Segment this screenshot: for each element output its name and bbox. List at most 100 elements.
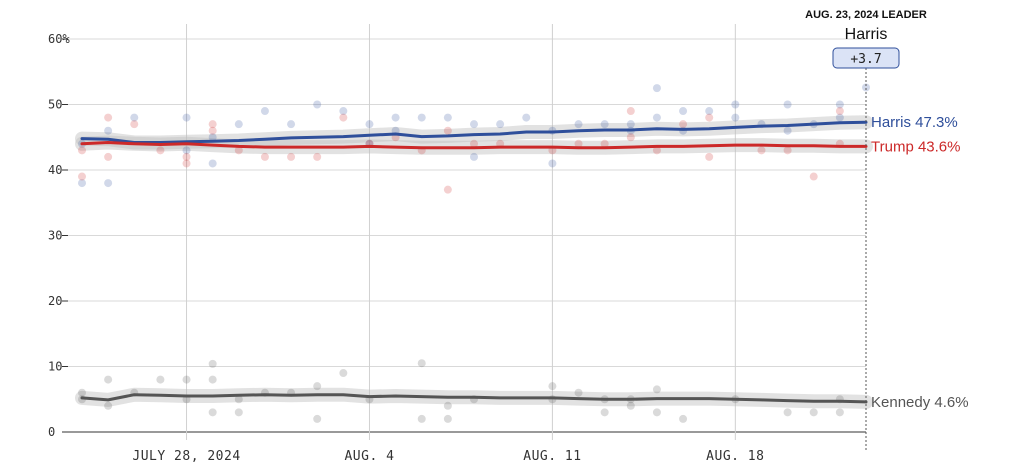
poll-dot-kennedy bbox=[417, 359, 426, 368]
poll-dot-trump bbox=[208, 120, 217, 129]
poll-dot-kennedy bbox=[234, 408, 243, 417]
poll-dot-trump bbox=[234, 146, 243, 155]
poll-dot-trump bbox=[652, 146, 661, 155]
poll-dot-trump bbox=[600, 139, 609, 148]
y-tick-label: 10 bbox=[48, 360, 62, 374]
poll-dot-trump bbox=[626, 133, 635, 142]
poll-dot-trump bbox=[339, 113, 348, 122]
poll-dot-trump bbox=[809, 172, 818, 181]
poll-dot-harris bbox=[104, 126, 113, 135]
grid bbox=[62, 24, 866, 440]
poll-dot-trump bbox=[470, 139, 478, 148]
poll-dot-harris bbox=[783, 100, 792, 109]
poll-dot-trump bbox=[287, 152, 296, 161]
poll-dot-kennedy bbox=[600, 408, 609, 417]
average-line-kennedy bbox=[80, 393, 868, 404]
poll-dot-trump bbox=[705, 152, 714, 161]
poll-dot-trump bbox=[156, 146, 165, 155]
poll-dot-kennedy bbox=[156, 375, 165, 384]
poll-dot-harris bbox=[208, 159, 217, 168]
poll-dot-harris bbox=[626, 120, 635, 129]
poll-dot-harris bbox=[652, 84, 661, 93]
poll-dot-trump bbox=[705, 113, 714, 122]
poll-dot-harris bbox=[522, 113, 531, 122]
end-label-harris: Harris 47.3% bbox=[871, 114, 958, 131]
uncertainty-bands bbox=[75, 115, 873, 409]
average-line-harris bbox=[80, 120, 868, 144]
y-tick-label: 20 bbox=[48, 294, 62, 308]
poll-dot-kennedy bbox=[626, 401, 635, 410]
poll-dot-harris bbox=[287, 120, 296, 129]
poll-dot-trump bbox=[182, 152, 191, 161]
poll-dot-harris bbox=[652, 113, 661, 122]
poll-dot-harris bbox=[130, 113, 139, 122]
poll-dot-kennedy bbox=[574, 388, 583, 397]
poll-dot-harris bbox=[78, 179, 86, 188]
y-tick-label: 30 bbox=[48, 229, 62, 243]
poll-dot-kennedy bbox=[679, 414, 688, 423]
y-axis: 0 10 20 30 40 50 60% bbox=[48, 32, 70, 439]
average-line-trump bbox=[80, 141, 868, 150]
poll-dot-kennedy bbox=[417, 414, 426, 423]
poll-dot-kennedy bbox=[313, 382, 322, 391]
poll-dot-harris bbox=[260, 107, 269, 116]
y-tick-label: 50 bbox=[48, 98, 62, 112]
poll-dot-kennedy bbox=[835, 408, 844, 417]
poll-dot-harris bbox=[731, 113, 740, 122]
poll-dot-harris bbox=[835, 113, 844, 122]
poll-dot-kennedy bbox=[548, 382, 557, 391]
poll-dot-harris bbox=[470, 120, 478, 129]
poll-dot-kennedy bbox=[339, 369, 348, 378]
poll-dot-harris bbox=[679, 107, 688, 116]
poll-dots bbox=[78, 83, 870, 423]
poll-dot-kennedy bbox=[208, 375, 217, 384]
poll-dot-trump bbox=[783, 146, 792, 155]
poll-dot-trump bbox=[574, 139, 583, 148]
poll-dot-trump bbox=[679, 120, 688, 129]
poll-dot-trump bbox=[78, 172, 86, 181]
average-lines bbox=[80, 120, 868, 404]
poll-dot-kennedy bbox=[182, 375, 191, 384]
end-label-trump: Trump 43.6% bbox=[871, 138, 960, 155]
poll-dot-trump bbox=[626, 107, 635, 116]
poll-dot-kennedy bbox=[652, 408, 661, 417]
poll-dot-harris bbox=[862, 83, 870, 92]
leader-annotation: AUG. 23, 2024 LEADER Harris +3.7 bbox=[805, 9, 927, 450]
poll-dot-kennedy bbox=[313, 414, 322, 423]
poll-dot-harris bbox=[104, 179, 113, 188]
y-tick-label: 60% bbox=[48, 32, 70, 46]
x-tick-label: AUG. 4 bbox=[344, 449, 394, 464]
poll-dot-kennedy bbox=[783, 408, 792, 417]
poll-dot-trump bbox=[104, 152, 113, 161]
poll-dot-trump bbox=[208, 126, 217, 135]
poll-dot-harris bbox=[182, 146, 191, 155]
poll-dot-kennedy bbox=[443, 414, 452, 423]
leader-name: Harris bbox=[845, 26, 888, 43]
poll-dot-harris bbox=[234, 120, 243, 129]
poll-dot-trump bbox=[313, 152, 322, 161]
poll-dot-harris bbox=[313, 100, 322, 109]
series-end-labels: Harris 47.3% Trump 43.6% Kennedy 4.6% bbox=[871, 114, 969, 411]
poll-dot-harris bbox=[731, 100, 740, 109]
poll-dot-kennedy bbox=[443, 401, 452, 410]
y-tick-label: 0 bbox=[48, 425, 55, 439]
x-tick-label: AUG. 11 bbox=[523, 449, 581, 464]
poll-dot-kennedy bbox=[208, 408, 217, 417]
poll-dot-harris bbox=[835, 100, 844, 109]
poll-dot-kennedy bbox=[234, 395, 243, 404]
poll-dot-trump bbox=[260, 152, 269, 161]
poll-dot-harris bbox=[208, 133, 217, 142]
y-tick-label: 40 bbox=[48, 163, 62, 177]
poll-dot-kennedy bbox=[104, 401, 113, 410]
poll-dot-harris bbox=[339, 107, 348, 116]
poll-dot-harris bbox=[783, 126, 792, 135]
poll-dot-kennedy bbox=[208, 359, 217, 368]
end-label-kennedy: Kennedy 4.6% bbox=[871, 394, 969, 411]
poll-dot-harris bbox=[548, 159, 557, 168]
poll-dot-trump bbox=[443, 126, 452, 135]
poll-dot-harris bbox=[443, 113, 452, 122]
poll-dot-trump bbox=[78, 146, 86, 155]
poll-dot-trump bbox=[443, 185, 452, 194]
poll-dot-harris bbox=[391, 113, 400, 122]
